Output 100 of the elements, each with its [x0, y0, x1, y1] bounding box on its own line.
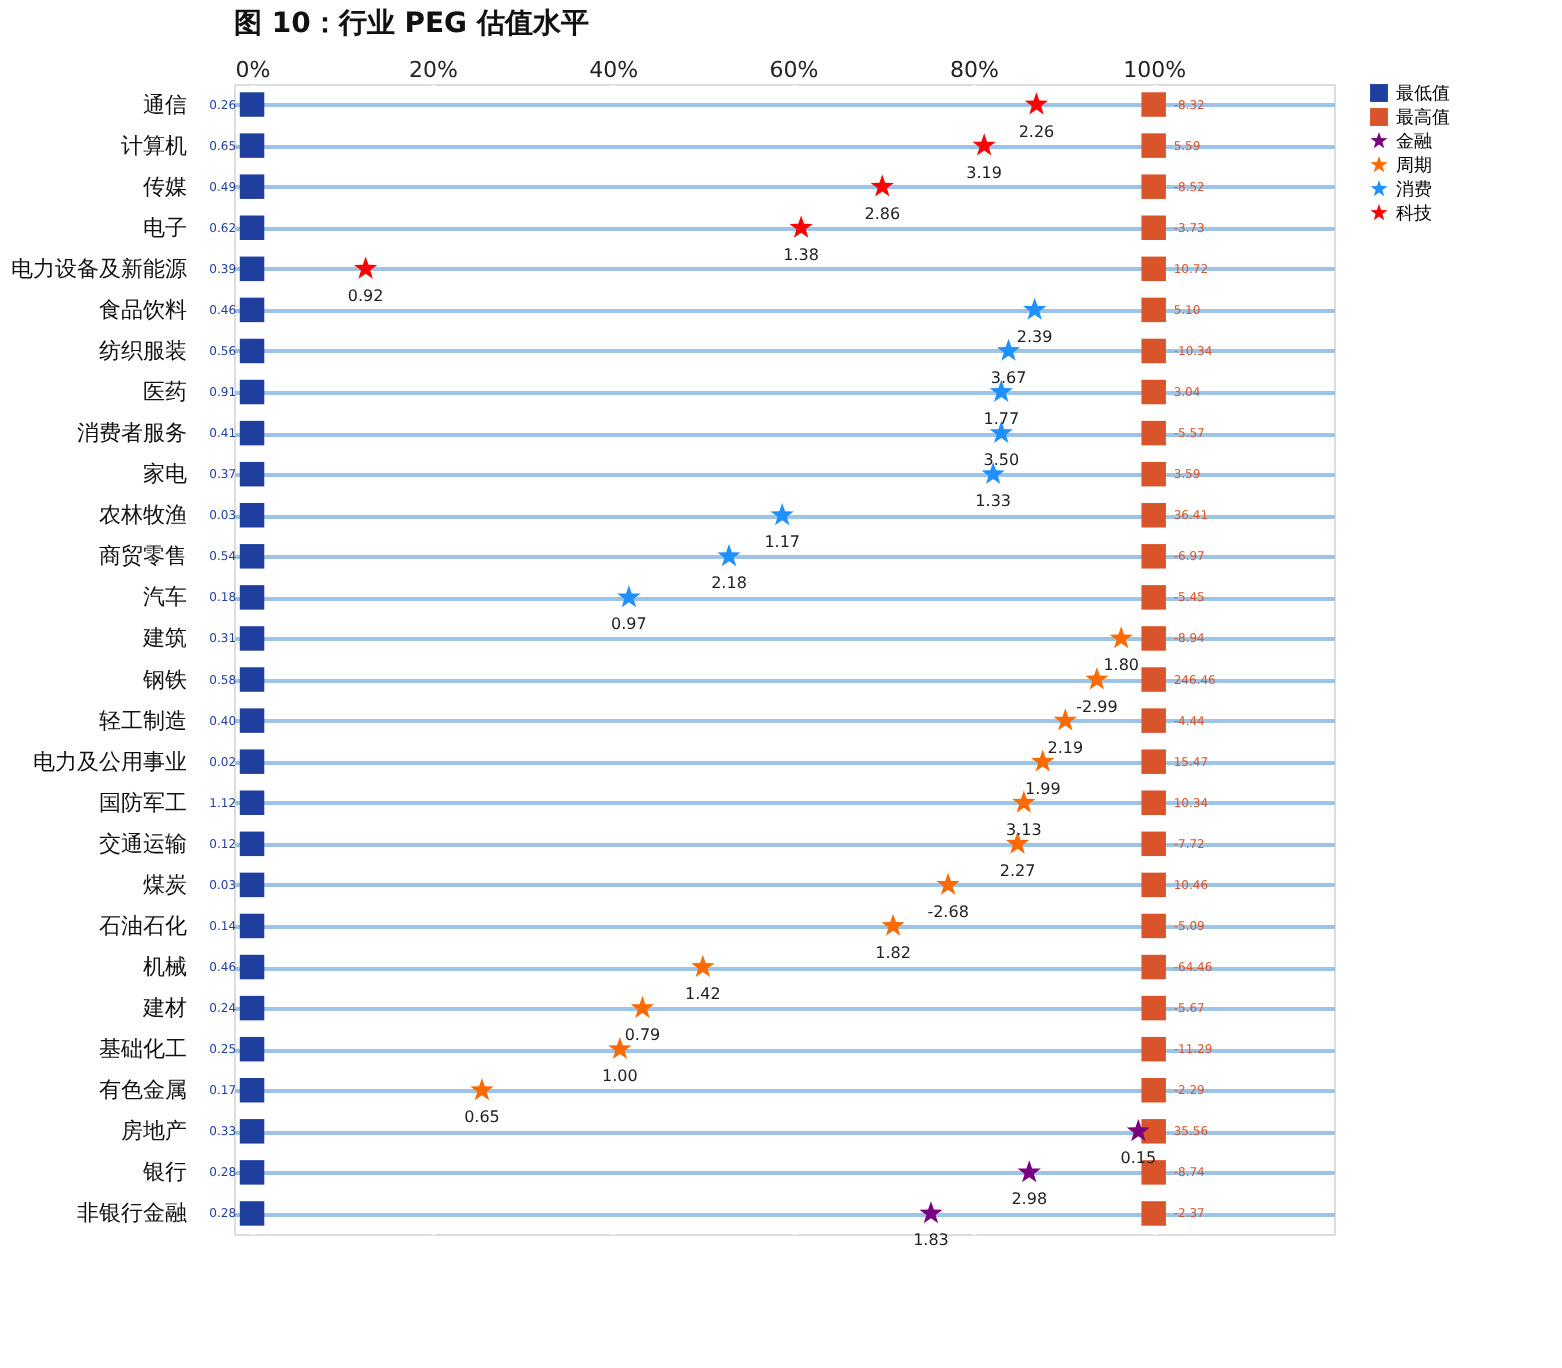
annotation: 0.65 — [464, 1108, 500, 1127]
point — [1141, 585, 1166, 610]
point — [239, 461, 265, 487]
point — [1085, 667, 1109, 690]
point — [1141, 544, 1166, 569]
y-tick-label: 国防军工 — [99, 789, 187, 816]
y-tick-label: 商贸零售 — [99, 543, 187, 570]
legend-label: 最低值 — [1396, 83, 1450, 105]
point — [239, 1119, 265, 1144]
point — [470, 1078, 494, 1101]
point — [1141, 1119, 1166, 1144]
point — [239, 297, 265, 323]
y-tick-label: 家电 — [143, 461, 187, 488]
annotation: 1.33 — [975, 492, 1011, 511]
point — [1109, 626, 1133, 649]
y-tick-label: 银行 — [141, 1159, 187, 1186]
y-tick-label: 钢铁 — [141, 666, 187, 693]
point — [936, 872, 960, 895]
point — [239, 708, 265, 733]
point — [870, 174, 894, 197]
y-tick-label: 传媒 — [143, 173, 187, 200]
legend-label: 最高值 — [1396, 107, 1450, 129]
annotation: 1.42 — [685, 985, 721, 1004]
y-tick-label: 轻工制造 — [99, 707, 187, 734]
annotation: 1.82 — [875, 943, 911, 962]
x-tick-label: 0% — [235, 57, 271, 83]
point — [1141, 1078, 1166, 1103]
point — [881, 913, 905, 936]
annotation: 1.77 — [983, 410, 1020, 429]
point — [919, 1201, 943, 1224]
annotation: 0.97 — [611, 615, 647, 634]
y-tick-label: 消费者服务 — [77, 420, 187, 447]
y-tick-label: 计算机 — [121, 132, 187, 159]
annotation: 2.26 — [1018, 122, 1055, 141]
point — [1141, 831, 1166, 857]
point — [1141, 790, 1166, 815]
y-tick-label: 汽车 — [143, 584, 187, 611]
y-tick-label: 医药 — [143, 379, 187, 406]
y-tick-label: 电力及公用事业 — [33, 748, 187, 775]
point — [239, 790, 265, 815]
annotation: -2.99 — [1076, 697, 1118, 716]
point — [239, 749, 265, 774]
x-tick-label: 40% — [589, 57, 639, 83]
point — [1141, 913, 1166, 939]
point — [1141, 503, 1166, 528]
point — [239, 256, 265, 282]
x-tick-label: 20% — [408, 57, 458, 83]
y-tick-label: 建筑 — [141, 625, 187, 652]
point — [1141, 174, 1166, 199]
y-tick-label: 基础化工 — [99, 1036, 187, 1063]
point — [1141, 1160, 1166, 1185]
annotation: 0.92 — [347, 286, 384, 305]
point — [1141, 215, 1166, 240]
point — [1141, 461, 1166, 487]
point — [770, 503, 794, 526]
annotation: -2.68 — [927, 902, 969, 921]
legend-label: 周期 — [1396, 155, 1432, 177]
point — [717, 544, 741, 567]
point — [1141, 995, 1166, 1021]
point — [239, 913, 265, 939]
point — [1141, 297, 1166, 323]
annotation: 0.15 — [1120, 1149, 1157, 1168]
point — [239, 626, 265, 651]
point — [239, 420, 265, 446]
annotation: 2.39 — [1016, 327, 1053, 346]
annotation: 3.19 — [966, 163, 1002, 182]
point — [691, 954, 715, 977]
point — [972, 133, 996, 156]
point — [239, 872, 265, 898]
point — [239, 1036, 265, 1062]
legend-label: 科技 — [1396, 203, 1432, 225]
annotation: 2.98 — [1011, 1190, 1048, 1209]
annotation: 0.79 — [624, 1026, 661, 1045]
point — [1141, 256, 1166, 282]
annotation: 3.67 — [990, 368, 1027, 387]
annotation: 1.00 — [602, 1067, 638, 1086]
point — [1017, 1160, 1041, 1183]
point — [1141, 1036, 1166, 1062]
point — [239, 995, 265, 1021]
point — [1141, 954, 1166, 980]
point — [1141, 420, 1166, 446]
annotation: 2.86 — [864, 204, 901, 223]
point — [1126, 1119, 1150, 1142]
point — [1141, 92, 1166, 117]
point — [1141, 708, 1166, 733]
annotation: 2.18 — [711, 574, 747, 593]
y-tick-label: 电力设备及新能源 — [11, 255, 187, 282]
annotation: 1.83 — [913, 1231, 949, 1250]
point — [789, 215, 813, 238]
annotation: 1.99 — [1024, 779, 1061, 798]
y-tick-label: 非银行金融 — [77, 1200, 187, 1227]
point — [1141, 872, 1166, 898]
point — [239, 215, 265, 240]
point — [239, 544, 265, 569]
y-tick-label: 纺织服装 — [99, 337, 187, 364]
point — [239, 503, 265, 528]
annotation: 2.19 — [1047, 738, 1084, 757]
point — [630, 995, 655, 1019]
point — [1053, 708, 1077, 731]
annotation: 3.50 — [983, 451, 1020, 470]
